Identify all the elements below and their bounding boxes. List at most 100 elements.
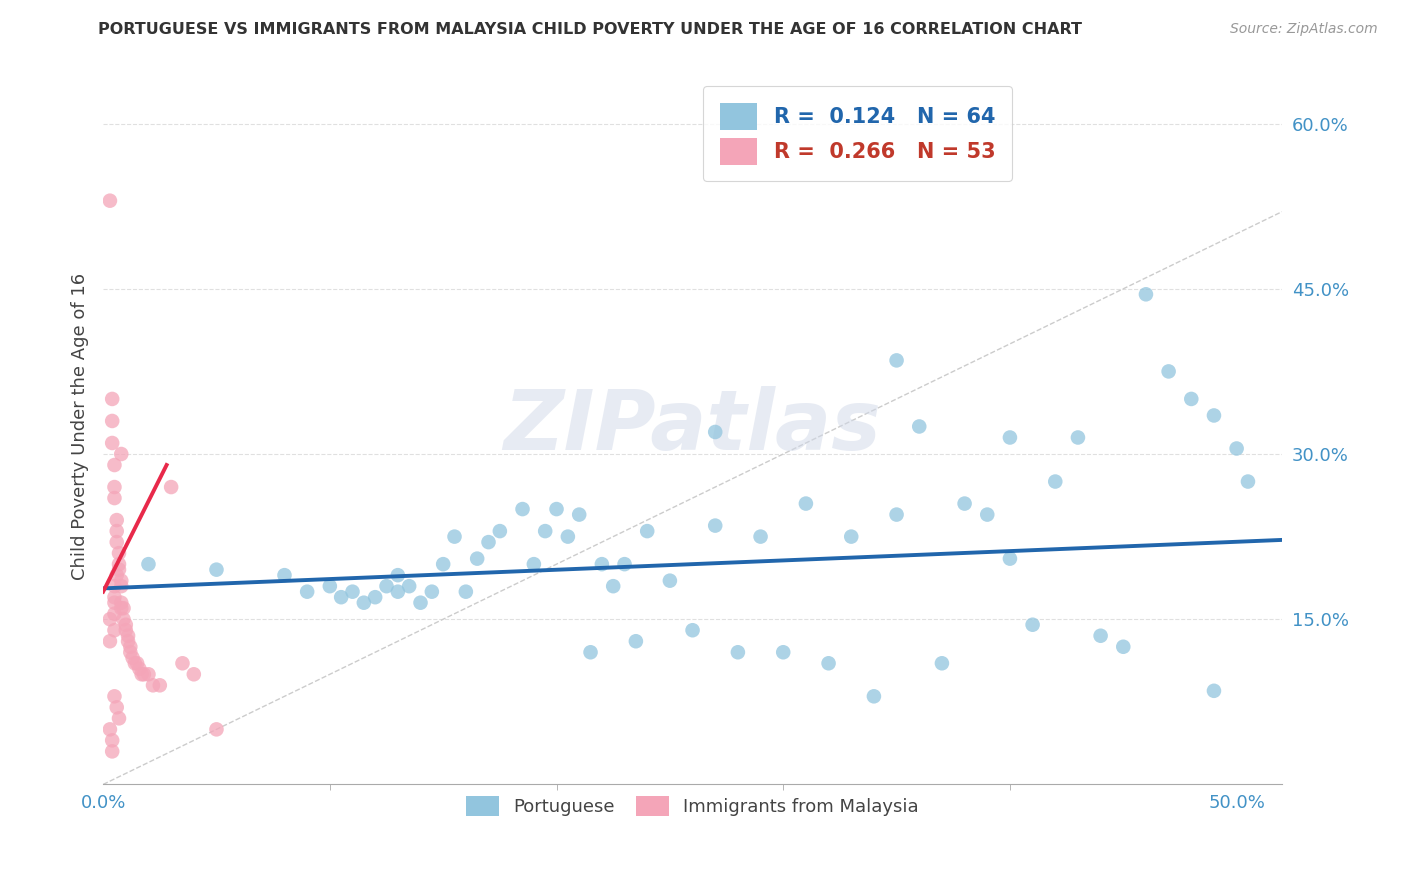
Point [375, 579, 398, 593]
Point [160, 480, 183, 494]
Point [364, 590, 387, 604]
Point [976, 508, 998, 522]
Point [817, 657, 839, 671]
Point [1135, 287, 1157, 301]
Legend: Portuguese, Immigrants from Malaysia: Portuguese, Immigrants from Malaysia [457, 787, 928, 825]
Point [772, 645, 794, 659]
Point [568, 508, 591, 522]
Point [124, 657, 146, 671]
Point [98, 634, 121, 648]
Point [1112, 640, 1135, 654]
Point [103, 458, 125, 472]
Point [908, 419, 931, 434]
Point [103, 491, 125, 505]
Point [432, 557, 454, 571]
Point [1067, 430, 1090, 444]
Point [120, 640, 142, 654]
Point [704, 425, 727, 439]
Point [149, 678, 172, 692]
Text: ZIPatlas: ZIPatlas [503, 386, 882, 467]
Point [103, 596, 125, 610]
Point [342, 584, 364, 599]
Point [1202, 409, 1225, 423]
Point [1202, 683, 1225, 698]
Point [101, 733, 124, 747]
Point [105, 568, 128, 582]
Point [953, 497, 976, 511]
Point [658, 574, 681, 588]
Point [172, 657, 194, 671]
Point [591, 557, 613, 571]
Point [489, 524, 512, 538]
Point [112, 601, 135, 615]
Point [839, 530, 862, 544]
Point [1021, 617, 1043, 632]
Point [205, 723, 228, 737]
Point [98, 723, 121, 737]
Point [1237, 475, 1260, 489]
Point [138, 557, 160, 571]
Point [420, 584, 443, 599]
Point [205, 563, 228, 577]
Point [330, 590, 353, 604]
Point [138, 667, 160, 681]
Point [128, 662, 150, 676]
Point [110, 596, 132, 610]
Text: PORTUGUESE VS IMMIGRANTS FROM MALAYSIA CHILD POVERTY UNDER THE AGE OF 16 CORRELA: PORTUGUESE VS IMMIGRANTS FROM MALAYSIA C… [98, 22, 1083, 37]
Point [120, 645, 142, 659]
Point [98, 194, 121, 208]
Point [398, 579, 420, 593]
Point [704, 518, 727, 533]
Point [319, 579, 342, 593]
Point [886, 508, 908, 522]
Point [931, 657, 953, 671]
Point [998, 551, 1021, 566]
Point [101, 744, 124, 758]
Point [886, 353, 908, 368]
Point [112, 612, 135, 626]
Point [117, 629, 139, 643]
Point [108, 711, 131, 725]
Point [103, 624, 125, 638]
Point [101, 436, 124, 450]
Point [682, 624, 704, 638]
Point [557, 530, 579, 544]
Point [121, 650, 143, 665]
Point [998, 430, 1021, 444]
Point [101, 414, 124, 428]
Point [105, 535, 128, 549]
Point [98, 612, 121, 626]
Point [1226, 442, 1249, 456]
Point [295, 584, 318, 599]
Point [117, 634, 139, 648]
Point [636, 524, 658, 538]
Point [131, 667, 153, 681]
Point [183, 667, 205, 681]
Point [103, 480, 125, 494]
Text: Source: ZipAtlas.com: Source: ZipAtlas.com [1230, 22, 1378, 37]
Point [579, 645, 602, 659]
Point [110, 579, 132, 593]
Y-axis label: Child Poverty Under the Age of 16: Child Poverty Under the Age of 16 [72, 273, 89, 580]
Point [110, 601, 132, 615]
Point [103, 607, 125, 621]
Point [1090, 629, 1112, 643]
Point [624, 634, 647, 648]
Point [114, 624, 136, 638]
Point [110, 574, 132, 588]
Point [105, 524, 128, 538]
Point [387, 568, 409, 582]
Point [1157, 364, 1180, 378]
Point [103, 579, 125, 593]
Point [409, 596, 432, 610]
Point [1045, 475, 1067, 489]
Point [108, 546, 131, 560]
Point [863, 690, 886, 704]
Point [454, 584, 477, 599]
Point [101, 392, 124, 406]
Point [105, 513, 128, 527]
Point [142, 678, 165, 692]
Point [387, 584, 409, 599]
Point [546, 502, 568, 516]
Point [465, 551, 488, 566]
